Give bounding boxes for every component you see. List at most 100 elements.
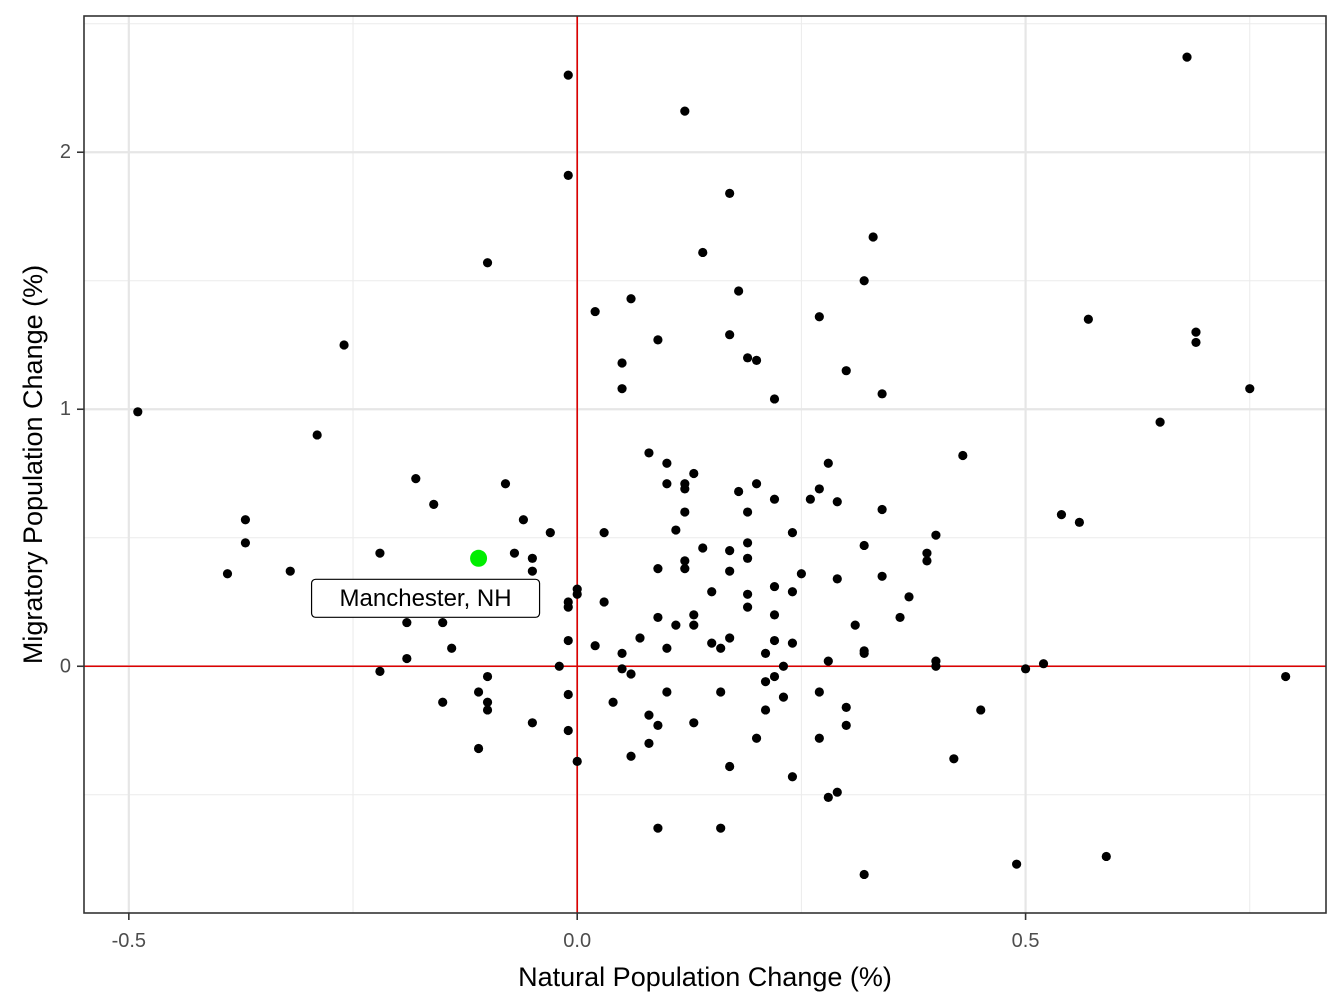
y-tick-label: 2	[60, 141, 71, 163]
data-point	[653, 563, 663, 574]
data-point	[823, 656, 833, 666]
data-point	[222, 569, 233, 579]
data-point	[563, 689, 573, 700]
data-point	[716, 643, 726, 653]
data-point	[590, 306, 600, 317]
data-point	[545, 528, 555, 538]
data-point	[904, 592, 914, 602]
data-point	[482, 258, 493, 268]
data-point	[527, 553, 537, 563]
data-point	[626, 294, 636, 304]
data-point	[1182, 52, 1192, 62]
data-point	[760, 677, 771, 687]
data-point	[859, 869, 869, 880]
data-point	[554, 661, 564, 671]
data-point	[635, 633, 645, 643]
data-point	[680, 556, 690, 566]
panel-border	[83, 15, 1327, 914]
data-point	[751, 355, 762, 366]
data-point	[958, 450, 968, 461]
data-point	[429, 499, 439, 509]
data-point	[841, 702, 851, 712]
data-point	[769, 635, 780, 646]
data-point	[734, 286, 744, 296]
data-point	[742, 589, 753, 599]
data-point	[742, 538, 753, 548]
data-point	[769, 581, 780, 592]
data-point	[976, 705, 986, 715]
data-point	[832, 787, 842, 797]
data-point	[680, 563, 690, 574]
data-point	[725, 546, 735, 556]
data-points	[133, 52, 1291, 880]
data-point	[742, 553, 753, 563]
data-point	[734, 486, 744, 497]
data-point	[375, 548, 385, 558]
data-point	[716, 687, 726, 697]
data-point	[312, 430, 322, 440]
data-point	[653, 720, 663, 730]
data-point	[1281, 671, 1291, 682]
data-point	[725, 633, 735, 643]
data-point	[653, 335, 663, 345]
data-point	[742, 507, 753, 517]
data-point	[707, 587, 717, 597]
data-point	[769, 610, 780, 620]
data-point	[482, 697, 493, 707]
data-point	[1020, 664, 1031, 674]
data-point	[769, 394, 780, 404]
data-point	[617, 384, 627, 394]
data-point	[689, 468, 699, 479]
data-point	[1012, 859, 1022, 869]
data-point	[832, 497, 842, 507]
data-point	[698, 247, 708, 258]
data-point	[411, 474, 421, 484]
data-point	[662, 643, 672, 653]
data-point	[751, 479, 762, 489]
data-point	[689, 620, 699, 630]
data-point	[375, 666, 385, 677]
data-point	[895, 612, 905, 623]
data-point	[339, 340, 349, 350]
data-point	[787, 528, 798, 538]
data-point	[599, 528, 609, 538]
data-point	[841, 720, 851, 730]
data-point	[778, 692, 789, 702]
data-point	[608, 697, 618, 707]
data-point	[787, 772, 798, 782]
data-point	[240, 538, 251, 548]
data-point	[482, 671, 493, 682]
data-point	[868, 232, 878, 242]
data-point	[680, 484, 690, 494]
highlight-label: Manchester, NH	[340, 585, 512, 612]
data-point	[769, 671, 780, 682]
data-point	[402, 617, 412, 628]
data-point	[572, 756, 582, 766]
data-point	[1083, 314, 1093, 324]
data-point	[877, 389, 887, 399]
data-point	[949, 754, 959, 764]
y-tick-label: 0	[60, 655, 71, 677]
data-point	[859, 276, 869, 286]
data-point	[1101, 851, 1111, 862]
data-point	[1191, 327, 1201, 337]
data-point	[725, 761, 735, 772]
data-point	[527, 718, 537, 728]
data-point	[518, 515, 529, 525]
x-tick-label: 0.5	[1012, 930, 1040, 952]
data-point	[877, 504, 887, 515]
data-point	[787, 638, 798, 648]
data-point	[482, 705, 493, 715]
data-point	[850, 620, 860, 630]
data-point	[805, 494, 815, 504]
data-point	[751, 733, 762, 743]
minor-gridlines	[84, 16, 1326, 913]
data-point	[527, 566, 537, 576]
data-point	[438, 697, 448, 707]
data-point	[814, 687, 824, 697]
data-point	[447, 643, 457, 653]
data-point	[617, 358, 627, 368]
data-point	[716, 823, 726, 833]
data-point	[662, 479, 672, 489]
